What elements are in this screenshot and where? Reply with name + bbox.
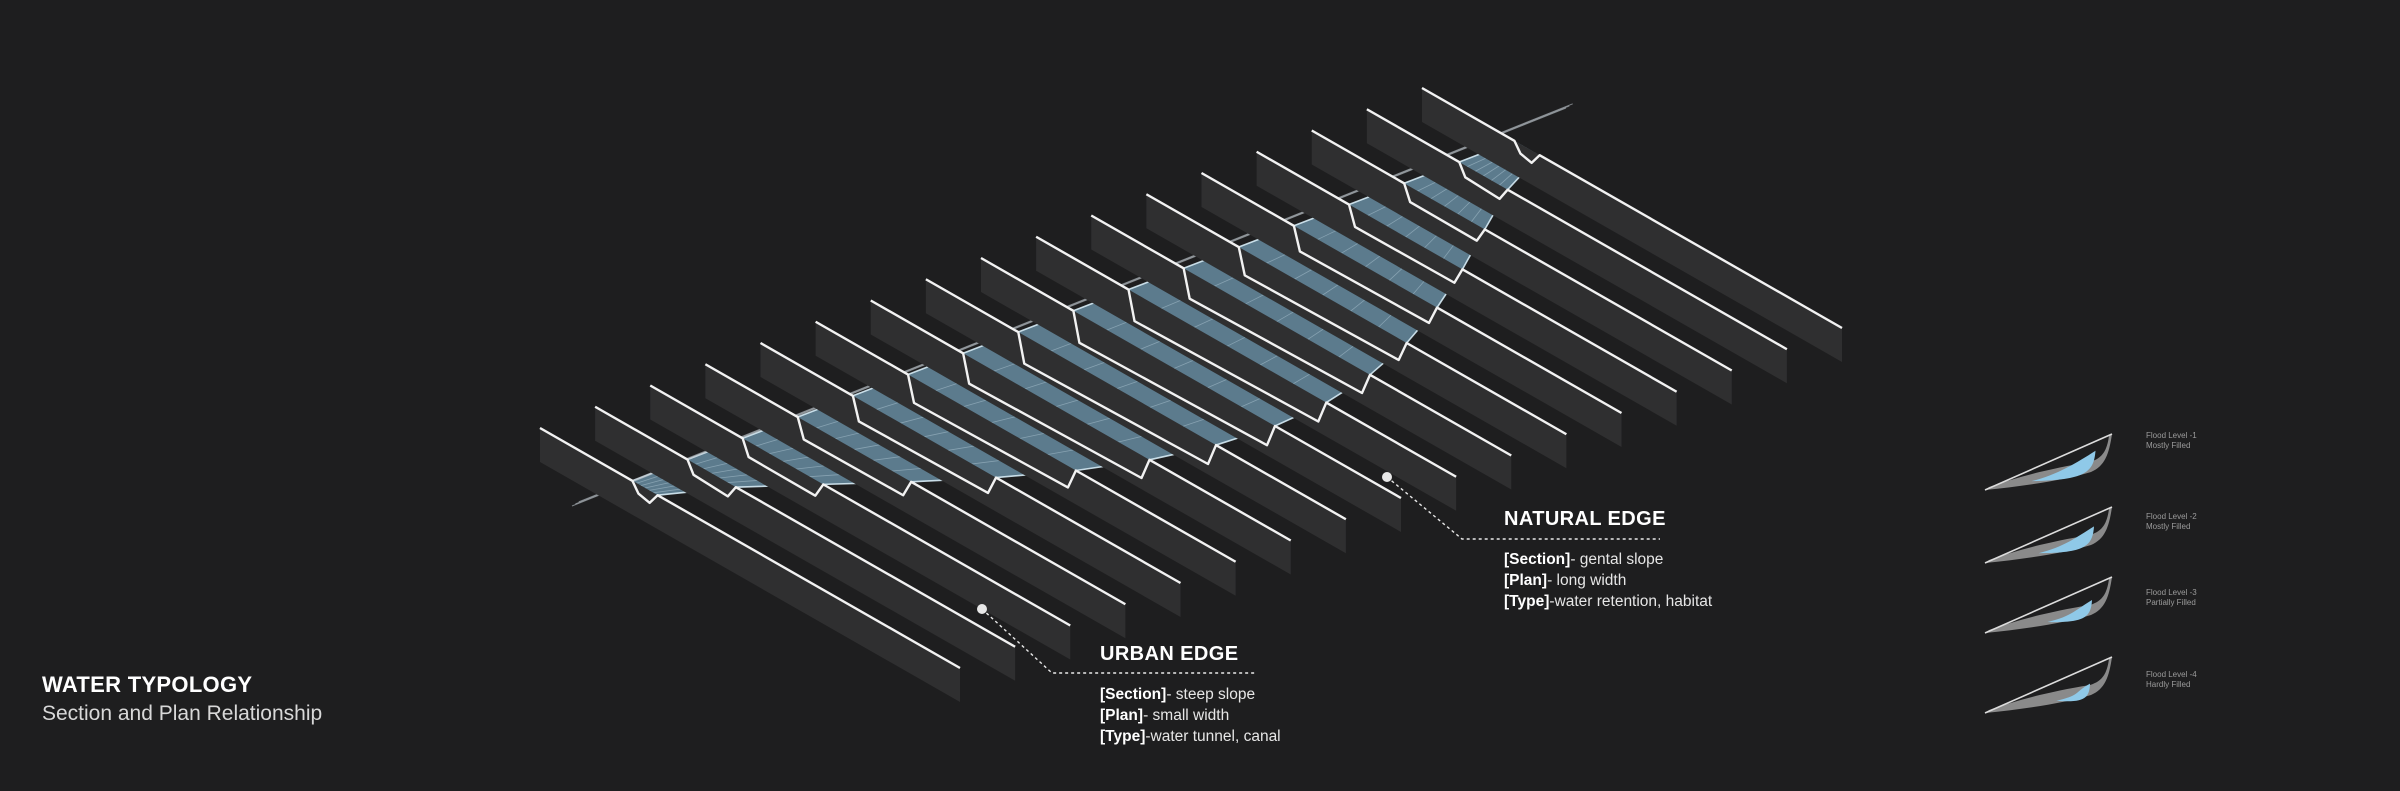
fin-face xyxy=(650,385,1071,660)
fin-top-edge xyxy=(925,278,1347,521)
flood-legend-icon xyxy=(1984,576,2113,634)
urban-edge-leader xyxy=(981,608,1256,674)
urban-edge-section: [Section]- steep slope xyxy=(1100,686,1256,703)
fin-top-edge xyxy=(1421,86,1843,330)
urban-edge-plan: [Plan]- small width xyxy=(1100,707,1230,724)
fin-face xyxy=(1366,109,1787,384)
fin-top-edge xyxy=(539,426,961,670)
natural-edge-callout: NATURAL EDGE [Section]- gental slope [Pl… xyxy=(1504,508,1712,612)
fin-face xyxy=(595,406,1016,681)
fin-face xyxy=(1146,194,1567,469)
flood-legend-icons xyxy=(1984,433,2113,714)
fin-face xyxy=(705,364,1126,639)
fin-face xyxy=(870,300,1291,575)
legend-label-1: Flood Level -1 Mostly Filled xyxy=(2146,431,2197,450)
fin-face xyxy=(925,279,1346,554)
page-title: WATER TYPOLOGY xyxy=(42,672,253,697)
fin-top-edge xyxy=(1145,193,1567,436)
legend-water-fill xyxy=(2031,450,2096,482)
fin-face xyxy=(760,343,1181,617)
natural-edge-type: [Type]-water retention, habitat xyxy=(1504,593,1713,610)
fin-top-edge xyxy=(1200,171,1623,415)
fin-face xyxy=(1201,173,1622,447)
flood-legend-icon xyxy=(1984,656,2113,714)
natural-edge-leader xyxy=(1386,476,1660,540)
callout-leaders xyxy=(977,472,1660,674)
fin-top-edge xyxy=(870,299,1292,542)
legend-water-fill xyxy=(2047,600,2092,623)
title-block: WATER TYPOLOGY Section and Plan Relation… xyxy=(42,672,322,726)
legend-water-fill xyxy=(2056,683,2090,702)
fin-top-edge xyxy=(980,256,1402,500)
legend-label-2: Flood Level -2 Mostly Filled xyxy=(2146,512,2197,531)
fin-face xyxy=(540,428,960,702)
fin-face xyxy=(1091,215,1512,490)
fin-top-edge xyxy=(1090,214,1512,457)
legend-label-4: Flood Level -4 Hardly Filled xyxy=(2146,670,2197,689)
fin-top-edge xyxy=(1256,150,1678,393)
fin-face xyxy=(981,258,1401,532)
fin-face xyxy=(1422,88,1842,362)
urban-edge-type: [Type]-water tunnel, canal xyxy=(1100,728,1281,745)
legend-slope-line xyxy=(1984,506,2113,564)
fin-face xyxy=(1256,151,1677,426)
fin-top-edge xyxy=(649,384,1071,627)
fin-top-edge xyxy=(1366,108,1788,351)
natural-edge-title: NATURAL EDGE xyxy=(1504,508,1666,530)
flood-legend-icon xyxy=(1984,433,2113,491)
urban-edge-callout: URBAN EDGE [Section]- steep slope [Plan]… xyxy=(1100,643,1281,747)
fin-top-edge xyxy=(815,320,1237,563)
fin-top-edge xyxy=(1035,235,1457,478)
natural-edge-section: [Section]- gental slope xyxy=(1504,551,1664,568)
legend-slope-line xyxy=(1984,433,2113,491)
fin-top-edge xyxy=(1311,129,1733,372)
page-subtitle: Section and Plan Relationship xyxy=(42,702,323,725)
section-fins xyxy=(539,86,1843,702)
fin-top-edge xyxy=(594,405,1016,648)
legend-slope-line xyxy=(1984,656,2113,714)
legend-water-fill xyxy=(2038,526,2094,554)
fin-face xyxy=(815,321,1236,596)
legend-slope-line xyxy=(1984,576,2113,634)
flood-legend-icon xyxy=(1984,506,2113,564)
legend-label-3: Flood Level -3 Partially Filled xyxy=(2146,588,2197,607)
fin-face xyxy=(1311,130,1732,405)
natural-edge-plan: [Plan]- long width xyxy=(1504,572,1627,589)
urban-edge-title: URBAN EDGE xyxy=(1100,643,1239,665)
spine-line xyxy=(578,103,1573,503)
fin-top-edge xyxy=(704,363,1126,606)
fin-face xyxy=(1036,236,1457,511)
fin-top-edge xyxy=(759,341,1182,585)
